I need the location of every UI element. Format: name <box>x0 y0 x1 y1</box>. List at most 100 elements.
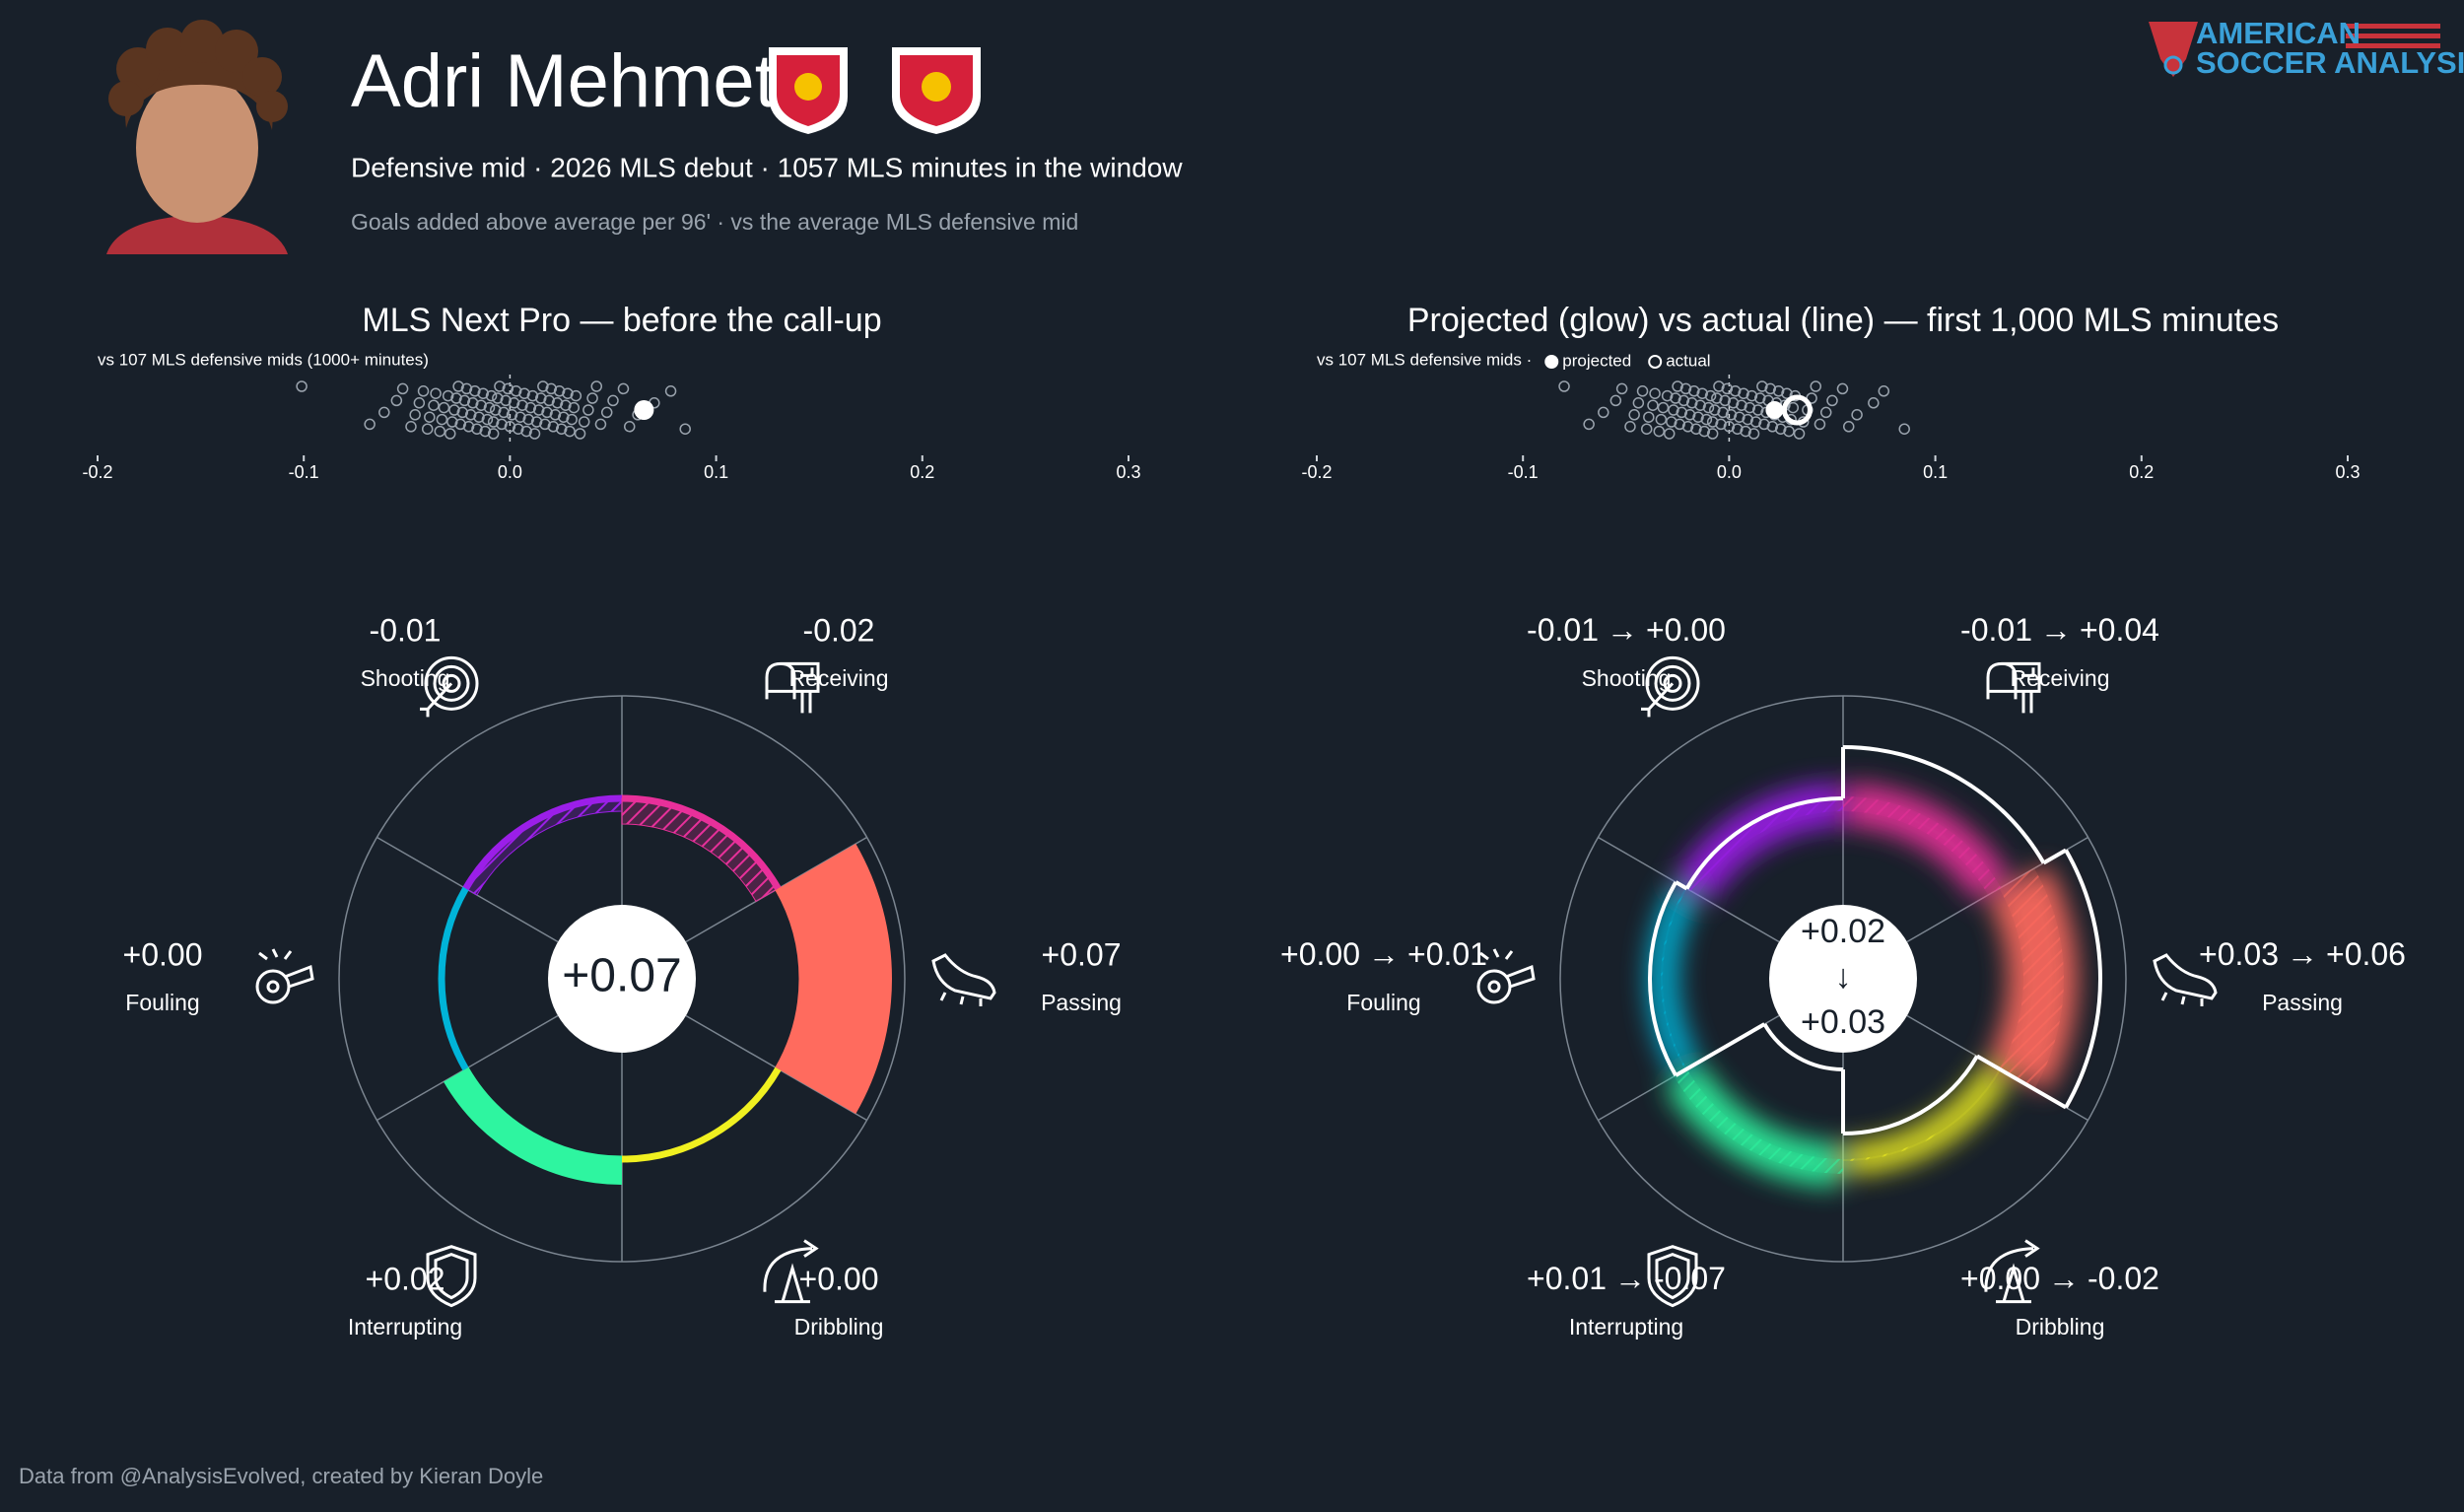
strip-dot <box>1725 409 1738 421</box>
strip-dot <box>539 418 551 431</box>
actual-line <box>1684 796 1844 890</box>
total-marker <box>548 905 696 1053</box>
strip-dot <box>496 418 508 431</box>
strip-dot <box>549 409 562 421</box>
strip-dot <box>434 425 446 438</box>
projected-hatch <box>1674 1068 1843 1174</box>
strip-dot <box>564 425 576 438</box>
category-icon <box>931 953 996 1006</box>
legend-label: projected <box>1562 351 1631 370</box>
strip-dot <box>479 425 492 438</box>
value-label: +0.00 <box>799 1262 879 1297</box>
category-label: Interrupting <box>348 1314 462 1340</box>
icon-part <box>1663 673 1682 693</box>
strip-dot <box>578 416 590 428</box>
arrow: → <box>2048 1262 2080 1297</box>
arrow: → <box>1607 612 1638 648</box>
strip-dot <box>541 406 553 419</box>
strip-dot <box>1698 425 1711 438</box>
projected-glow <box>1845 1064 2012 1175</box>
total-arrow: ↓ <box>1835 958 1852 996</box>
actual-connector <box>1975 1054 2068 1110</box>
category-icon <box>765 661 820 714</box>
strip-dot <box>1717 406 1729 419</box>
strip-dot <box>1736 399 1747 411</box>
category-icon <box>1986 661 2041 714</box>
strip-dot <box>508 397 520 409</box>
strip-dot <box>506 409 518 421</box>
strip-dot <box>1734 411 1745 423</box>
strip-dot <box>570 389 582 402</box>
icon-part <box>426 1245 477 1308</box>
strip-dot <box>1706 428 1719 440</box>
strip-dot <box>1636 385 1649 397</box>
strip-dot <box>1836 382 1849 395</box>
category-label: Interrupting <box>1569 1314 1683 1340</box>
arrow: → <box>1614 1262 1646 1297</box>
highlight-dot <box>634 400 654 420</box>
strip-dot <box>1766 421 1779 433</box>
strip-dot <box>1672 380 1683 392</box>
strip-dot <box>1679 382 1692 395</box>
strip-dot <box>487 416 500 428</box>
strip-dot <box>526 389 539 402</box>
strip-dot <box>568 401 581 414</box>
strip-dot <box>483 401 496 414</box>
strip-dot <box>617 382 630 395</box>
strip-dot <box>1851 409 1863 421</box>
strip-dot <box>518 387 530 399</box>
wedge <box>621 797 780 903</box>
strip-dot <box>553 385 566 397</box>
strip-dot <box>555 423 568 435</box>
strip-dot <box>1685 397 1698 409</box>
baseline-arc <box>462 1066 623 1163</box>
strip-dot <box>1653 425 1666 438</box>
strip-dot <box>1692 411 1704 423</box>
strip-dot <box>623 421 636 433</box>
category-icon <box>255 948 314 1004</box>
icon-part <box>1645 655 1700 711</box>
category-label: Fouling <box>1346 990 1420 1015</box>
asa-logo <box>2149 22 2440 77</box>
strip-dot <box>1628 409 1640 421</box>
strip-dot <box>513 423 524 435</box>
actual-line <box>2064 849 2102 1109</box>
projected-hatch <box>1843 1068 2002 1161</box>
strip-dot <box>594 418 607 431</box>
strip-dot <box>1744 401 1756 414</box>
strip-dot <box>562 387 574 399</box>
strip-dot <box>1754 392 1766 404</box>
value-label: -0.01 <box>370 612 442 648</box>
icon-part <box>266 980 280 994</box>
x-tick-label: 0.0 <box>1717 462 1742 482</box>
strip-dot <box>452 380 464 392</box>
strip-dot <box>1772 385 1785 397</box>
chart-title: Projected (glow) vs actual (line) — firs… <box>1407 302 2279 339</box>
category-icon <box>420 655 479 718</box>
projected-label: -0.01 <box>1960 612 2032 648</box>
strip-dot <box>1898 423 1910 435</box>
icon-part <box>765 661 820 714</box>
strip-dot <box>450 392 462 404</box>
player-subtitle: Defensive mid · 2026 MLS debut · 1057 ML… <box>351 152 1183 182</box>
strip-dot <box>460 382 473 395</box>
strip-dot <box>1783 425 1795 438</box>
club-logo <box>769 47 848 134</box>
strip-dot <box>462 421 475 433</box>
strip-dot <box>1670 392 1681 404</box>
strip-dot <box>390 394 403 407</box>
strip-dot <box>409 409 421 421</box>
strip-dot <box>607 394 619 407</box>
strip-dot <box>1657 401 1670 414</box>
actual-line <box>1648 881 1677 1076</box>
strip-dot <box>405 421 417 433</box>
category-label: Receiving <box>2011 665 2110 691</box>
logo-text: SOCCER ANALYSIS <box>2196 45 2464 80</box>
icon-part <box>1647 1245 1698 1308</box>
strip-dot <box>378 406 390 419</box>
projected-hatch <box>1843 796 2002 895</box>
category-icon <box>1647 1245 1698 1308</box>
x-tick-label: 0.1 <box>704 462 728 482</box>
